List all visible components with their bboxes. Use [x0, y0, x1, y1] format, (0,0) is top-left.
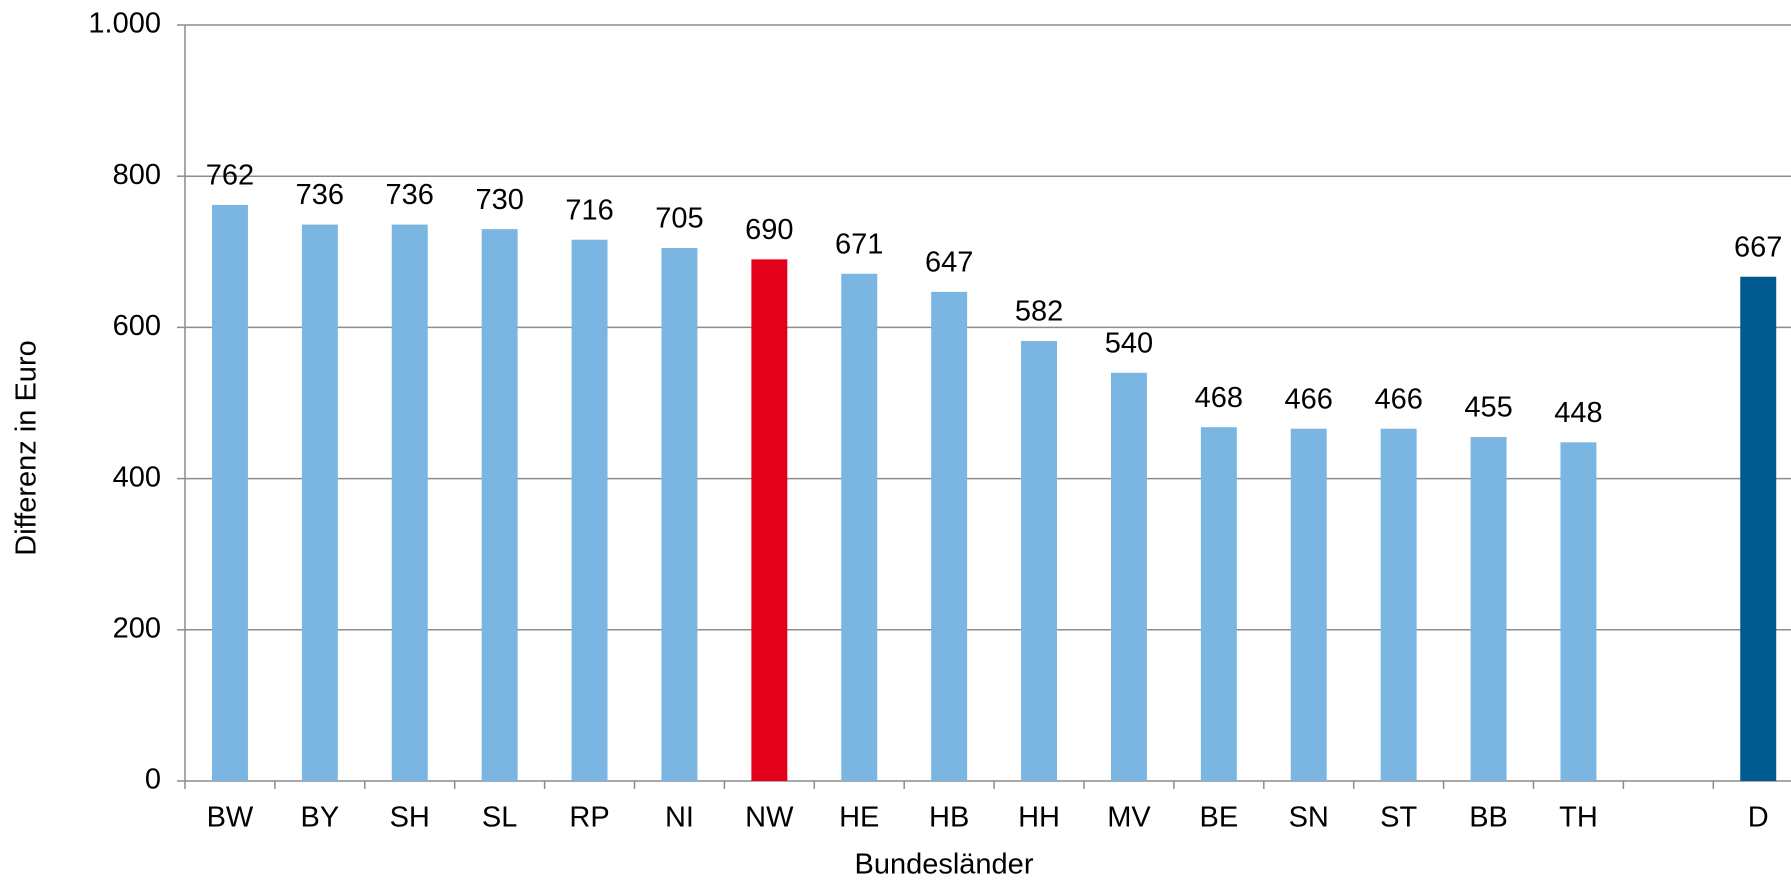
- data-label: 716: [565, 194, 613, 226]
- bar: [1290, 428, 1327, 781]
- x-tick-label: HB: [929, 802, 969, 834]
- y-tick-label: 0: [145, 764, 161, 796]
- x-tick-label: BY: [301, 802, 340, 834]
- bar: [841, 273, 878, 781]
- data-label: 730: [475, 184, 523, 216]
- bar: [391, 224, 428, 782]
- bar: [1470, 437, 1507, 781]
- y-tick-label: 400: [113, 461, 161, 493]
- data-label: 736: [386, 179, 434, 211]
- x-tick-label: D: [1748, 802, 1769, 834]
- data-label: 736: [296, 179, 344, 211]
- bar: [481, 229, 518, 781]
- x-tick-label: TH: [1559, 802, 1598, 834]
- data-label: 647: [925, 247, 973, 279]
- y-tick-label: 1.000: [88, 8, 161, 40]
- bar: [1560, 442, 1597, 781]
- x-tick-label: MV: [1107, 802, 1151, 834]
- x-tick-label: HH: [1018, 802, 1060, 834]
- bar: [1380, 428, 1417, 781]
- data-label: 455: [1464, 392, 1512, 424]
- bar: [1110, 372, 1147, 781]
- data-label: 762: [206, 160, 254, 192]
- x-tick-label: SN: [1289, 802, 1329, 834]
- data-label: 671: [835, 228, 883, 260]
- x-axis-title: Bundesländer: [855, 849, 1034, 881]
- data-label: 690: [745, 214, 793, 246]
- bar: [1021, 341, 1058, 781]
- bar: [301, 224, 338, 782]
- bar: [571, 239, 608, 782]
- data-label: 468: [1195, 382, 1243, 414]
- data-label: 705: [655, 203, 703, 235]
- x-tick-label: NI: [665, 802, 694, 834]
- bar: [751, 259, 788, 781]
- y-tick-label: 200: [113, 612, 161, 644]
- x-tick-label: BE: [1200, 802, 1239, 834]
- x-tick-label: BB: [1469, 802, 1508, 834]
- x-tick-label: RP: [569, 802, 609, 834]
- bar: [661, 248, 698, 781]
- x-tick-label: SL: [482, 802, 517, 834]
- y-tick-label: 800: [113, 159, 161, 191]
- bar: [931, 291, 968, 781]
- bar: [1200, 427, 1237, 781]
- bar: [1740, 276, 1777, 781]
- data-label: 540: [1105, 327, 1153, 359]
- x-tick-label: SH: [390, 802, 430, 834]
- x-tick-label: ST: [1380, 802, 1417, 834]
- data-label: 466: [1374, 383, 1422, 415]
- data-label: 582: [1015, 296, 1063, 328]
- y-tick-label: 600: [113, 310, 161, 342]
- x-tick-label: NW: [745, 802, 794, 834]
- data-label: 667: [1734, 231, 1782, 263]
- data-label: 448: [1554, 397, 1602, 429]
- y-axis-title: Differenz in Euro: [11, 340, 43, 555]
- x-tick-label: HE: [839, 802, 879, 834]
- x-tick-label: BW: [207, 802, 254, 834]
- data-label: 466: [1285, 383, 1333, 415]
- bar: [211, 204, 248, 782]
